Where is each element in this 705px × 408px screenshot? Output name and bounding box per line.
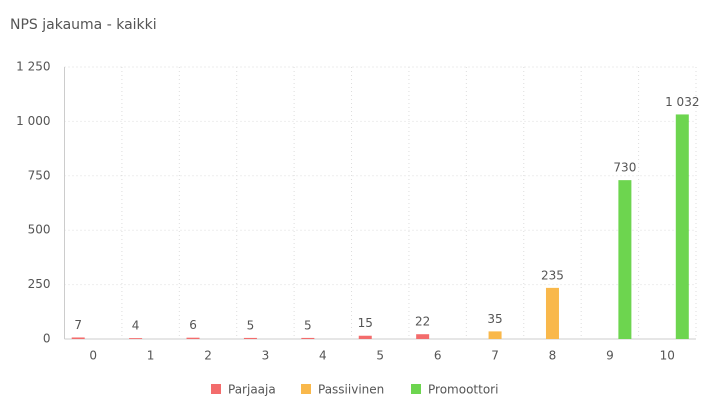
- bar: [618, 180, 632, 339]
- bar: [243, 337, 257, 339]
- data-label: 22: [415, 315, 430, 329]
- bar: [675, 114, 689, 339]
- legend-swatch: [301, 384, 311, 394]
- x-tick-label: 3: [262, 349, 270, 363]
- x-tick-label: 5: [376, 349, 384, 363]
- data-label: 35: [487, 312, 502, 326]
- data-label: 15: [358, 316, 373, 330]
- legend-label: Parjaaja: [228, 383, 276, 397]
- x-tick-label: 7: [491, 349, 499, 363]
- data-label: 6: [189, 318, 197, 332]
- data-label: 235: [541, 268, 564, 282]
- data-label: 7: [74, 318, 82, 332]
- x-tick-label: 0: [89, 349, 97, 363]
- x-tick-label: 9: [606, 349, 614, 363]
- bar: [416, 334, 430, 339]
- x-tick-label: 4: [319, 349, 327, 363]
- legend-swatch: [211, 384, 221, 394]
- y-tick-label: 1 000: [16, 114, 50, 128]
- y-tick-label: 250: [28, 277, 51, 291]
- data-label: 5: [247, 318, 255, 332]
- y-tick-label: 750: [28, 168, 51, 182]
- bar: [358, 335, 372, 339]
- legend-label: Promoottori: [428, 383, 498, 397]
- x-tick-label: 1: [147, 349, 155, 363]
- legend-swatch: [411, 384, 421, 394]
- bar: [545, 287, 559, 339]
- legend-label: Passiivinen: [318, 383, 384, 397]
- x-tick-label: 10: [660, 349, 675, 363]
- bar: [488, 331, 502, 339]
- y-tick-label: 1 250: [16, 60, 50, 74]
- chart-title: NPS jakauma - kaikki: [10, 17, 157, 33]
- bar: [186, 337, 200, 339]
- y-tick-label: 500: [28, 223, 51, 237]
- data-label: 4: [132, 319, 140, 333]
- data-label: 1 032: [665, 95, 699, 109]
- bar: [129, 338, 143, 339]
- data-label: 5: [304, 318, 312, 332]
- bar: [71, 337, 85, 339]
- x-tick-label: 6: [434, 349, 442, 363]
- bar: [301, 337, 315, 339]
- x-tick-label: 2: [204, 349, 212, 363]
- data-label: 730: [613, 161, 636, 175]
- y-tick-label: 0: [43, 332, 51, 346]
- x-tick-label: 8: [549, 349, 557, 363]
